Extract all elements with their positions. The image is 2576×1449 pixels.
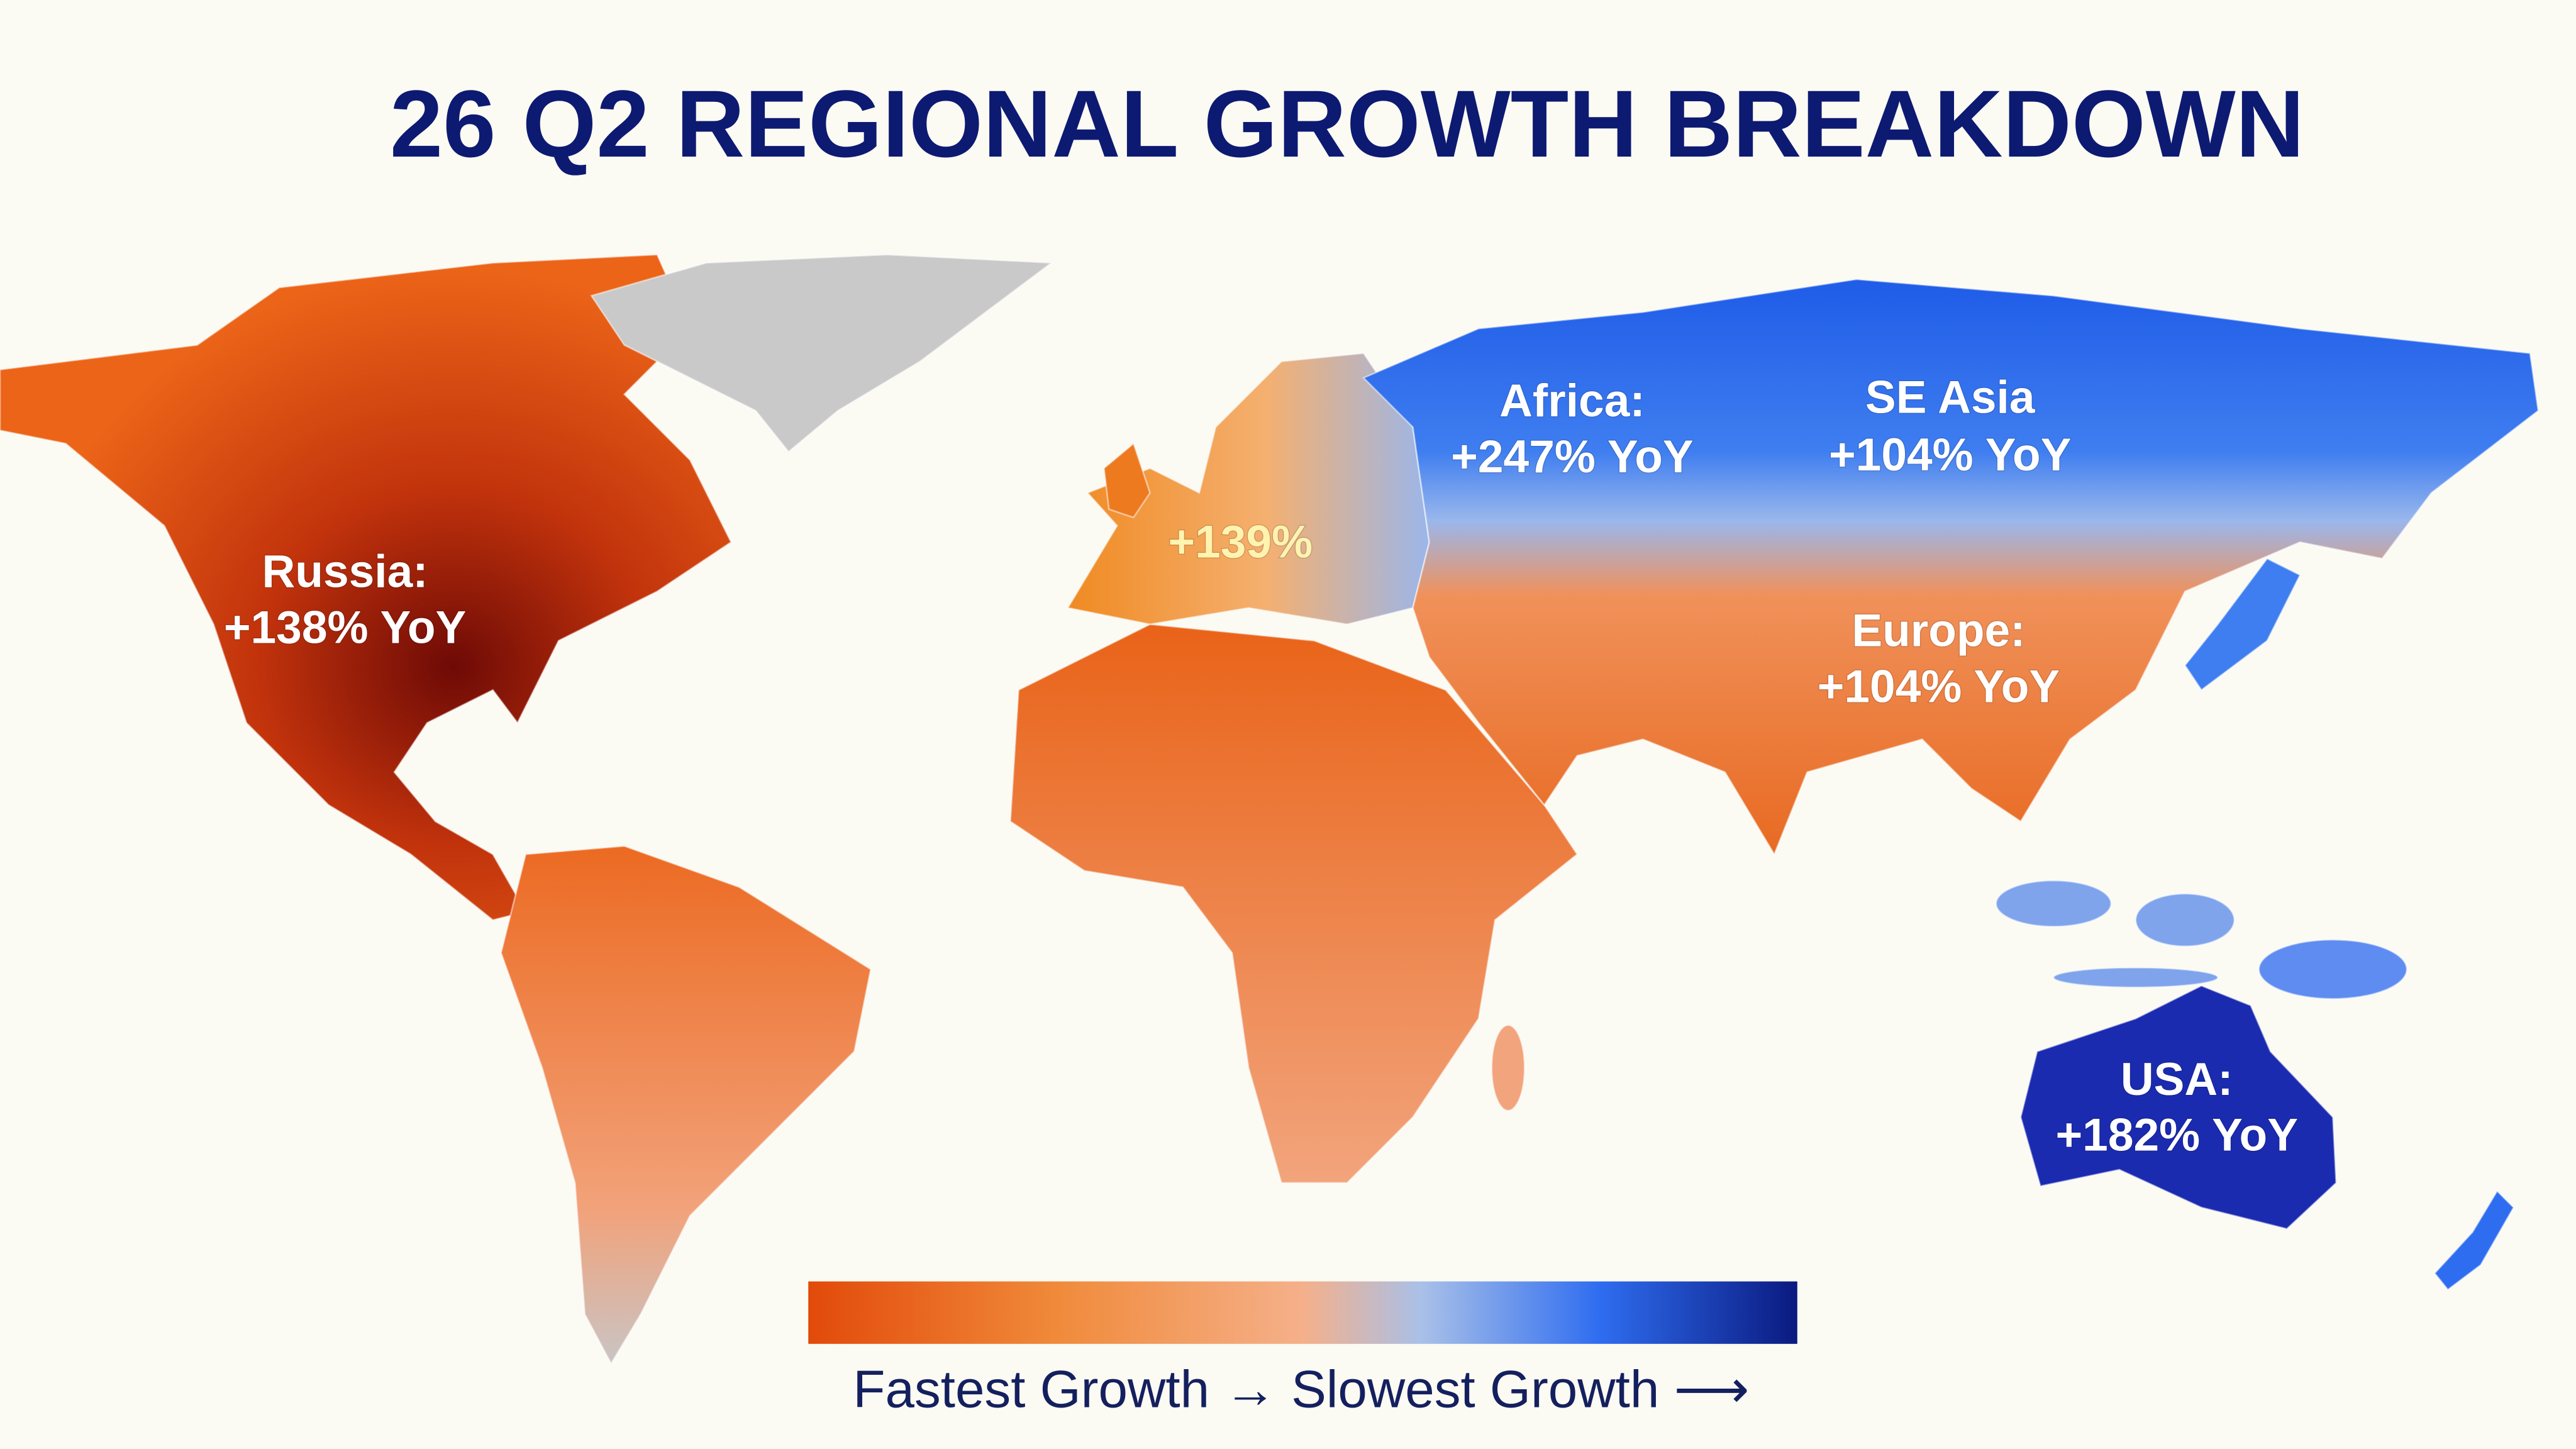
- region-value: +182% YoY: [2055, 1110, 2298, 1161]
- new-zealand: [2433, 1189, 2515, 1291]
- island: [2258, 938, 2408, 1000]
- legend-caption: Fastest Growth → Slowest Growth ⟶: [853, 1359, 1749, 1418]
- japan: [2184, 557, 2301, 692]
- asia: [1362, 278, 2540, 857]
- region-value: +139%: [1168, 517, 1313, 568]
- region-value: +104% YoY: [1818, 661, 2060, 712]
- region-name: Africa:: [1499, 375, 1645, 426]
- australia: [2019, 984, 2337, 1230]
- region-value: +247% YoY: [1451, 431, 1694, 482]
- south-america: [500, 845, 872, 1365]
- island: [2135, 892, 2235, 947]
- region-value: +138% YoY: [224, 602, 467, 653]
- region-name: SE Asia: [1865, 372, 2036, 423]
- greenland: [590, 253, 1054, 453]
- title: 26 Q2 REGIONAL GROWTH BREAKDOWN: [390, 71, 2304, 177]
- africa: [1009, 623, 1579, 1184]
- island: [1995, 879, 2112, 928]
- region-name: USA:: [2121, 1054, 2233, 1105]
- region-value: +104% YoY: [1829, 430, 2072, 480]
- legend-gradient: [808, 1281, 1797, 1344]
- madagascar: [1491, 1024, 1526, 1112]
- island: [2052, 967, 2219, 989]
- region-name: Europe:: [1852, 606, 2025, 657]
- region-name: Russia:: [262, 547, 428, 597]
- britain: [1103, 442, 1152, 519]
